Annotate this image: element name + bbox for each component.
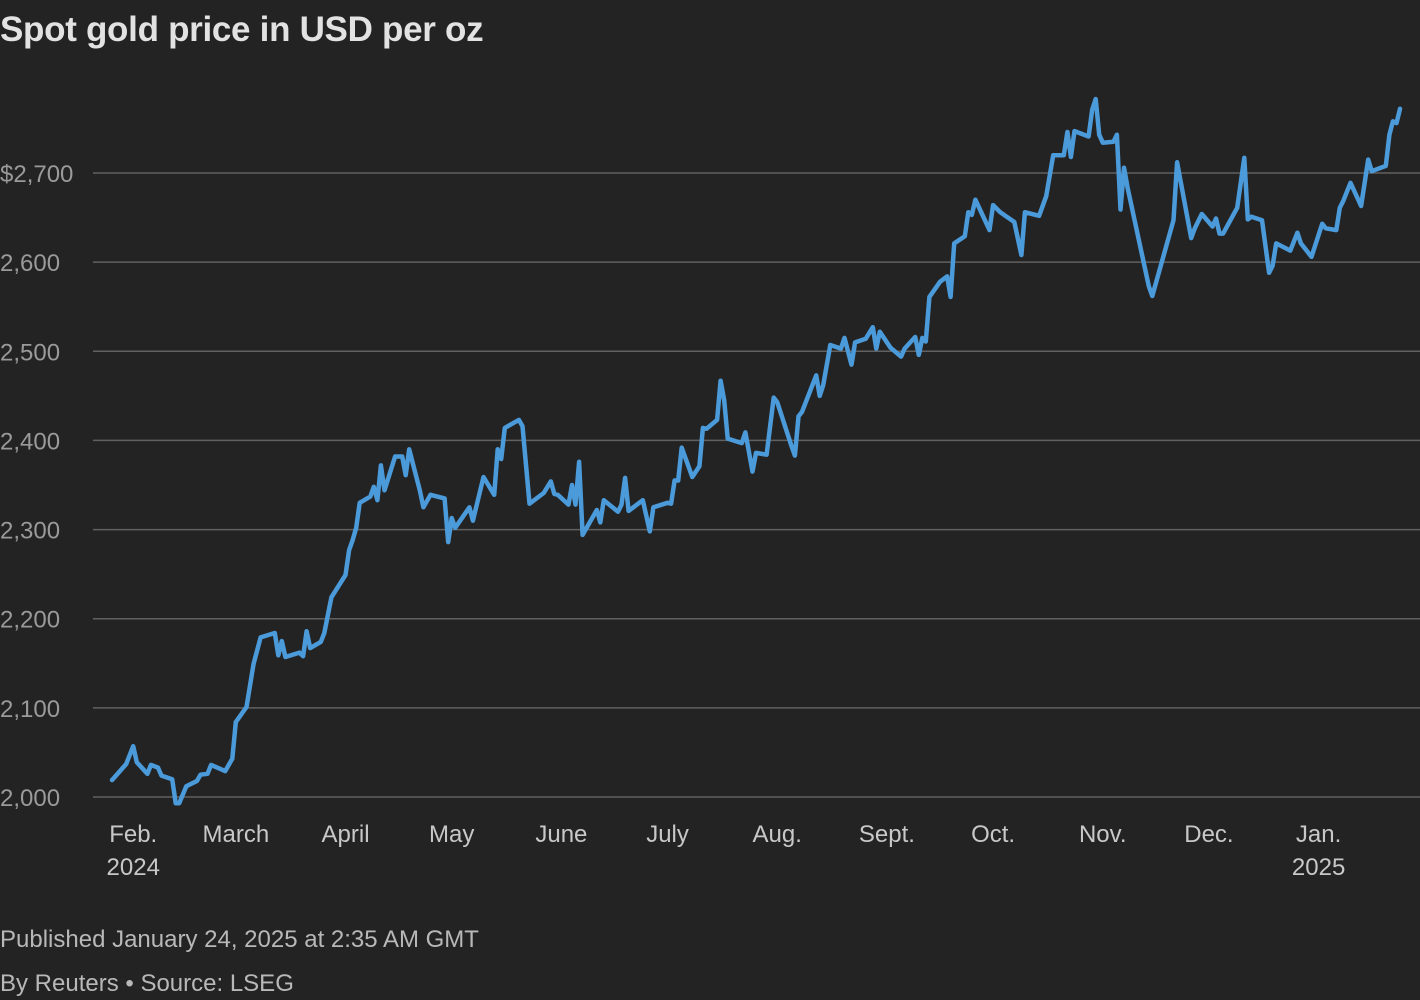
x-tick-label: July: [646, 821, 689, 848]
x-tick-label: Oct.: [971, 821, 1015, 848]
x-tick-label: April: [322, 821, 370, 848]
y-tick-label: 2,500: [0, 339, 60, 366]
x-tick-label: June: [535, 821, 587, 848]
y-tick-label: 2,200: [0, 607, 60, 634]
x-tick-label: Nov.: [1079, 821, 1127, 848]
published-date: Published January 24, 2025 at 2:35 AM GM…: [0, 926, 479, 953]
x-tick-label: Aug.: [753, 821, 802, 848]
x-tick-year-label: 2025: [1292, 854, 1345, 881]
byline-source: By Reuters • Source: LSEG: [0, 970, 294, 997]
y-tick-label: 2,100: [0, 696, 60, 723]
y-tick-label: 2,300: [0, 518, 60, 545]
x-tick-label: Dec.: [1184, 821, 1233, 848]
x-tick-label: Feb.: [109, 821, 157, 848]
y-tick-label: 2,000: [0, 785, 60, 812]
x-axis-tick-labels: Feb. 2024 March April May June July Aug. Sept. Oc…: [107, 821, 1346, 881]
y-tick-label: 2,600: [0, 250, 60, 277]
gridlines: [93, 172, 1420, 798]
x-tick-year-label: 2024: [107, 854, 160, 881]
x-tick-label: Sept.: [859, 821, 915, 848]
y-axis-tick-labels: 2,000 2,100 2,200 2,300 2,400 2,500 2,600 $2,70…: [0, 161, 73, 812]
chart-title: Spot gold price in USD per oz: [0, 10, 484, 49]
x-tick-label: March: [203, 821, 270, 848]
x-tick-label: Jan.: [1296, 821, 1341, 848]
x-tick-label: May: [429, 821, 474, 848]
y-tick-label: 2,400: [0, 428, 60, 455]
gold-price-line: [109, 96, 1403, 806]
y-tick-label: $2,700: [0, 161, 73, 188]
